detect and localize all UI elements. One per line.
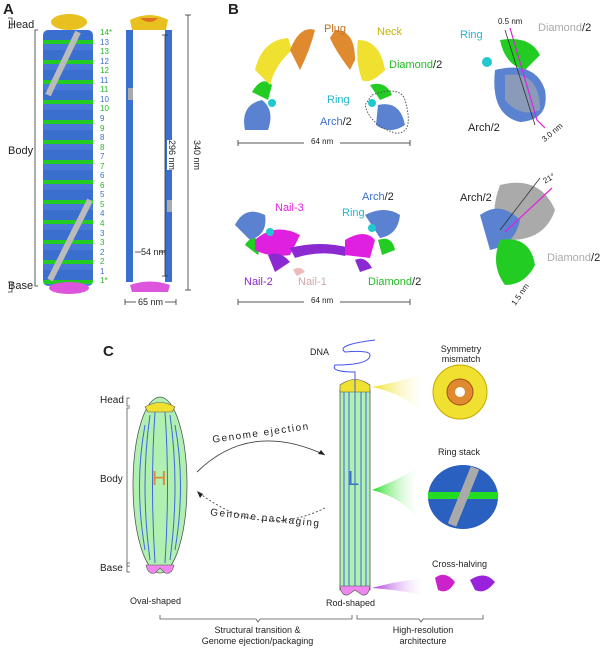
arch-text: Arch (362, 191, 385, 203)
half-text: /2 (591, 252, 600, 264)
layer-number: 6 (100, 171, 105, 181)
caption-line: High-resolution (392, 625, 454, 635)
ring-label: Ring (327, 94, 350, 106)
diamond-label: Diamond/2 (389, 59, 442, 71)
oval-capsid-diagram (126, 396, 188, 574)
layer-number: 2 (100, 257, 105, 267)
layer-number: 9 (100, 123, 105, 133)
layer-number: 14* (100, 28, 113, 37)
braces (159, 615, 484, 623)
cross-halving-label: Cross-halving (432, 559, 488, 569)
base-label: Base (8, 280, 34, 292)
arch-diamond-rotated-view (480, 177, 555, 285)
arch-label-bottom: Arch/2 (362, 191, 394, 203)
arch-text: Arch (320, 116, 343, 128)
half-text: /2 (384, 191, 394, 203)
layer-number: 8 (100, 142, 105, 152)
half-text: /2 (412, 276, 422, 288)
layer-number: 6 (100, 180, 105, 190)
lumen-dimension: 54 nm (141, 247, 167, 257)
half-text: /2 (433, 59, 443, 71)
oval-shaped-label: Oval-shaped (130, 596, 182, 606)
arch-label-right: Arch/2 (468, 122, 500, 134)
layer-number: 13 (100, 37, 109, 47)
layer-number: 4 (100, 209, 105, 219)
layer-number: 13 (100, 47, 109, 57)
layer-number: 3 (100, 238, 105, 248)
layer-number: 5 (100, 199, 105, 209)
layer-number: 8 (100, 133, 105, 143)
panel-c-label: C (103, 343, 114, 360)
layer-number: 7 (100, 161, 105, 171)
diamond-text: Diamond (389, 59, 434, 71)
diamond-text: Diamond (538, 22, 583, 34)
head-label-c: Head (100, 395, 124, 406)
arch-label-rotated: Arch/2 (460, 192, 492, 204)
capsid-surface-model (43, 14, 93, 294)
arch-diamond-side-view (482, 27, 546, 129)
nail-2-label: Nail-2 (244, 276, 273, 288)
layer-number: 12 (100, 66, 109, 76)
width-dimension: 65 nm (138, 297, 164, 307)
high-resolution-caption: High-resolution architecture (383, 625, 463, 647)
dimension-lines (8, 14, 191, 305)
structural-transition-caption: Structural transition & Genome ejection/p… (190, 625, 325, 647)
base-label-c: Base (100, 563, 123, 574)
body-label-c: Body (100, 474, 123, 485)
layer-number: 5 (100, 190, 105, 200)
diamond-text: Diamond (368, 276, 413, 288)
nail-1-label: Nail-1 (298, 276, 327, 288)
diamond-label-right: Diamond/2 (538, 22, 591, 34)
layer-number: 12 (100, 56, 109, 66)
ring-label-bottom: Ring (342, 207, 365, 219)
caption-line: architecture (399, 636, 447, 646)
length-dimension: 340 nm (192, 139, 203, 171)
caption-line: Structural transition & (214, 625, 301, 635)
scale-64nm-bottom: 64 nm (311, 296, 334, 305)
rod-capsid-diagram (333, 339, 376, 596)
inner-length-dimension: 296 nm (167, 139, 178, 171)
nail-arch-structure (235, 210, 411, 305)
panel-a-label: A (3, 1, 14, 18)
layer-number: 2 (100, 247, 105, 257)
l-form-label: L (348, 468, 360, 490)
layer-number: 3 (100, 228, 105, 238)
neck-label: Neck (377, 26, 403, 38)
ring-stack-label: Ring stack (438, 447, 481, 457)
panel-b-label: B (228, 1, 239, 18)
layer-number: 11 (100, 85, 109, 95)
plug-neck-structure (237, 29, 411, 146)
ring-label-right: Ring (460, 29, 483, 41)
distance-0-5nm: 0.5 nm (498, 17, 523, 26)
symmetry-mismatch-label: Symmetry mismatch (440, 344, 482, 364)
half-text: /2 (342, 116, 352, 128)
zoom-callouts (372, 364, 498, 596)
half-text: /2 (582, 22, 592, 34)
layer-number: 10 (100, 94, 109, 104)
nail-3-label: Nail-3 (275, 202, 304, 214)
caption-line: Genome ejection/packaging (201, 636, 314, 646)
plug-label: Plug (324, 23, 347, 35)
layer-number: 7 (100, 152, 105, 162)
diamond-text: Diamond (547, 252, 592, 264)
rod-shaped-label: Rod-shaped (326, 598, 376, 608)
dna-label: DNA (310, 347, 330, 357)
body-label: Body (8, 145, 34, 157)
layer-number: 10 (100, 104, 109, 114)
transition-arrows (196, 440, 326, 522)
layer-number: 4 (100, 219, 105, 228)
layer-number: 1 (100, 266, 105, 276)
diamond-label-bottom: Diamond/2 (368, 276, 421, 288)
arch-label: Arch/2 (320, 116, 352, 128)
head-label: Head (8, 19, 35, 31)
scale-64nm-top: 64 nm (311, 137, 334, 146)
layer-number: 11 (100, 75, 109, 85)
h-form-label: H (152, 468, 167, 490)
layer-number: 9 (100, 113, 105, 123)
diamond-label-rotated: Diamond/2 (547, 252, 600, 264)
layer-number: 1* (100, 276, 108, 286)
